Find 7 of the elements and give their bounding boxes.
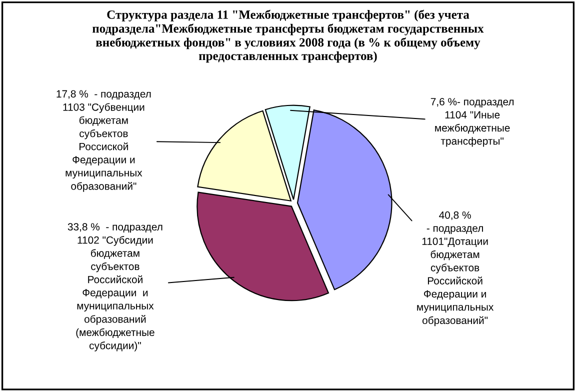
category-label: 1102 "Субсидии бюджетам субъектов Российской Федерации и муниципальных образований (межбюджетные субсидии)"	[76, 236, 154, 352]
data-label: 40,8 %	[439, 211, 471, 220]
text: 33,8 % - подраздел	[68, 223, 162, 233]
chart-title: Структура раздела 11 "Межбюджетные трансфертов" (без учета подраздела"Межбюджетные трансферты бюджетам государственных внебюджетных фондов" в условиях 2008 года (в % к общему объему предоставленных трансфертов)	[92, 10, 484, 63]
slice-label: - подраздел 1101"Дотации бюджетам субъектов Российской Федерации и муниципальных образований"	[417, 226, 494, 326]
slice-label: 17,8 % - подраздел 1103 "Субвенции бюджетам субъектов Россиской Федерации и муниципальных образований"	[56, 90, 151, 192]
slice-label: 7,6 %- подраздел 1104 "Иные межбюджетные трансферты"	[430, 98, 514, 147]
